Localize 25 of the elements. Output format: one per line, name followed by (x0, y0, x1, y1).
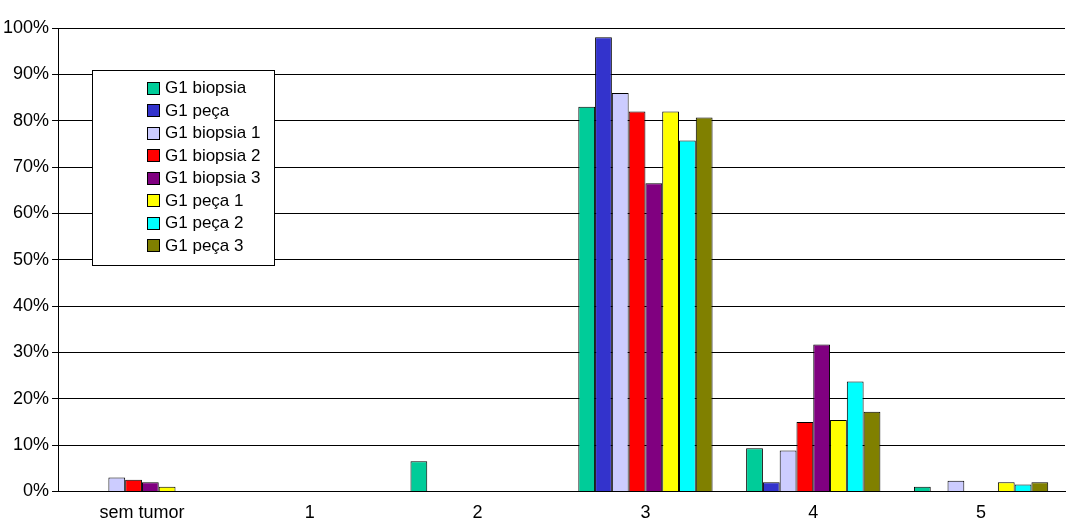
y-tick-label: 10% (13, 434, 50, 455)
x-tick-label: 5 (976, 502, 987, 523)
y-tick-label: 60% (13, 202, 50, 223)
legend-label: G1 biopsia 2 (165, 144, 261, 167)
y-tick-label: 20% (13, 387, 50, 408)
x-tick-label: 2 (472, 502, 483, 523)
x-tick-label: sem tumor (99, 502, 185, 523)
y-tick-label: 30% (13, 341, 50, 362)
legend-label: G1 peça 3 (165, 234, 244, 257)
y-tick-label: 100% (2, 16, 50, 37)
y-tick-label: 50% (13, 248, 50, 269)
y-tick-label: 70% (13, 155, 50, 176)
y-tick-label: 0% (23, 480, 50, 501)
legend-label: G1 peça 2 (165, 212, 244, 234)
y-tick-label: 40% (13, 295, 50, 316)
legend-label: G1 peça 1 (165, 189, 244, 212)
legend-label: G1 biopsia (165, 77, 247, 99)
x-tick-label: 3 (640, 502, 651, 523)
legend-label: G1 biopsia 1 (165, 122, 261, 144)
x-tick-label: 4 (808, 502, 819, 523)
y-tick-label: 80% (13, 109, 50, 130)
legend-label: G1 peça (165, 99, 230, 122)
legend-label: G1 biopsia 3 (165, 167, 261, 189)
x-tick-label: 1 (304, 502, 315, 523)
y-tick-label: 90% (13, 63, 50, 84)
